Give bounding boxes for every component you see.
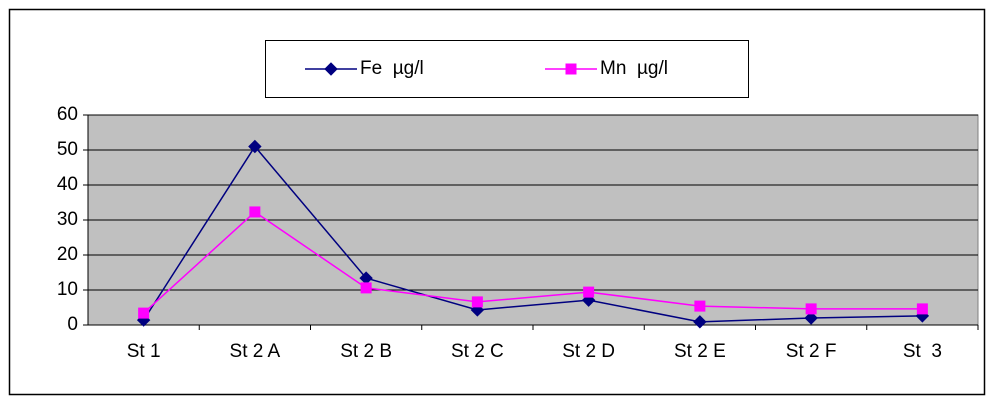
legend-label: Fe µg/l (360, 58, 424, 79)
marker (138, 307, 150, 319)
marker (804, 311, 818, 325)
marker (694, 300, 706, 312)
legend-marker (324, 62, 338, 76)
y-tick-label: 10 (57, 279, 78, 300)
x-tick-label: St 2 C (451, 341, 504, 362)
marker (248, 139, 262, 154)
y-tick-label: 30 (57, 209, 78, 230)
y-tick-label: 20 (57, 244, 78, 265)
x-tick-label: St 2 F (786, 341, 837, 362)
marker (471, 296, 483, 308)
marker (805, 303, 817, 315)
series-line (143, 210, 923, 314)
marker (583, 286, 595, 298)
y-tick-label: 40 (57, 174, 78, 195)
y-tick-label: 50 (57, 139, 78, 160)
y-tick-label: 60 (57, 104, 78, 125)
y-tick-label: 0 (67, 314, 78, 335)
x-tick-label: St 2 A (230, 341, 281, 362)
marker (360, 282, 372, 294)
legend-marker (565, 63, 577, 75)
x-tick-label: St 2 D (562, 341, 615, 362)
x-tick-label: St 3 (903, 341, 942, 362)
marker (916, 303, 928, 315)
series-line (142, 145, 923, 323)
x-tick-label: St 2 E (674, 341, 726, 362)
marker (693, 315, 707, 329)
marker (249, 206, 261, 218)
x-tick-label: St 1 (127, 341, 161, 362)
legend-label: Mn µg/l (600, 58, 668, 79)
x-tick-label: St 2 B (340, 341, 392, 362)
